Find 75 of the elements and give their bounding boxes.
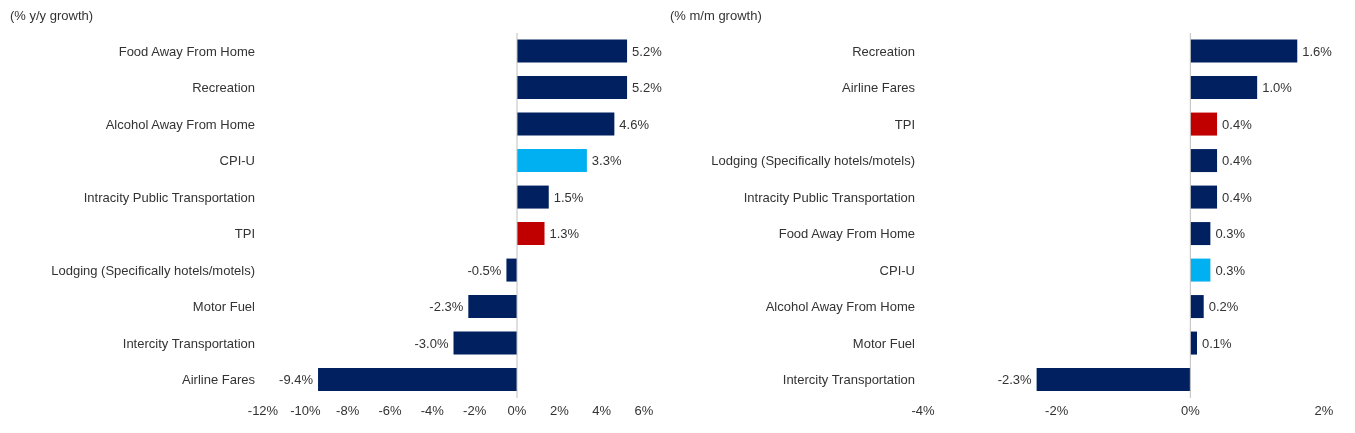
data-label: 4.6% (619, 116, 650, 132)
bar (1190, 76, 1258, 100)
data-label: 1.0% (1262, 80, 1293, 96)
x-tick-label: -2% (1045, 403, 1069, 419)
bar (1036, 368, 1191, 392)
data-label: 0.1% (1202, 335, 1233, 351)
y-tick-label: Intercity Transportation (122, 335, 255, 351)
bar (517, 39, 628, 63)
bar (1190, 258, 1211, 282)
data-label: 0.4% (1222, 153, 1253, 169)
bar (1190, 112, 1218, 136)
x-tick-label: -2% (463, 403, 487, 419)
data-label: 1.6% (1302, 43, 1333, 59)
y-tick-label: Intracity Public Transportation (743, 189, 915, 205)
x-tick-label: -4% (911, 403, 935, 419)
data-label: -3.0% (414, 335, 449, 351)
y-tick-label: Airline Fares (182, 372, 256, 388)
y-tick-label: Lodging (Specifically hotels/motels) (51, 262, 255, 278)
y-tick-label: Motor Fuel (192, 299, 256, 315)
data-label: 0.3% (1215, 226, 1246, 242)
data-label: 1.5% (553, 189, 584, 205)
y-tick-label: Recreation (852, 43, 915, 59)
x-tick-label: 0% (1180, 403, 1201, 419)
text: (% y/y growth) (9, 8, 95, 25)
bar (453, 331, 517, 355)
data-label: 0.4% (1222, 116, 1253, 132)
x-tick-label: -6% (378, 403, 402, 419)
data-label: -0.5% (467, 262, 502, 278)
bar (1190, 185, 1218, 209)
bar (1190, 222, 1211, 246)
data-label: 0.2% (1208, 299, 1239, 315)
y-tick-label: Food Away From Home (778, 226, 915, 242)
x-tick-label: 2% (1314, 403, 1334, 419)
bar (517, 185, 549, 209)
x-tick-label: 0% (507, 403, 527, 419)
x-tick-label: -8% (336, 403, 360, 419)
x-tick-label: -4% (420, 403, 445, 419)
y-tick-label: CPI-U (879, 262, 915, 278)
data-label: -2.3% (429, 299, 464, 315)
data-label: 3.3% (591, 153, 622, 169)
y-tick-label: Intracity Public Transportation (83, 189, 255, 205)
x-tick-label: 2% (549, 403, 570, 419)
data-label: 5.2% (632, 43, 663, 59)
y-tick-label: Lodging (Specifically hotels/motels) (711, 153, 915, 169)
y-tick-label: Recreation (192, 80, 255, 96)
x-tick-label: -12% (247, 403, 279, 419)
y-tick-label: TPI (234, 226, 255, 242)
data-label: 5.2% (632, 80, 663, 96)
bar (517, 149, 587, 173)
x-tick-label: 6% (634, 403, 654, 419)
data-label: -2.3% (997, 372, 1033, 388)
x-tick-label: -10% (290, 403, 321, 419)
x-tick-label: 4% (592, 403, 612, 419)
bar (517, 222, 545, 246)
y-tick-label: Food Away From Home (118, 43, 255, 59)
y-tick-label: TPI (894, 116, 915, 132)
bar (506, 258, 517, 282)
text: (% m/m growth) (669, 8, 763, 25)
bar (517, 76, 628, 100)
y-tick-label: Airline Fares (842, 80, 916, 96)
y-tick-label: Motor Fuel (852, 335, 916, 351)
data-label: 0.3% (1215, 262, 1246, 278)
bar (1190, 149, 1218, 173)
data-label: 1.3% (549, 226, 580, 242)
y-tick-label: Alcohol Away From Home (765, 299, 915, 315)
bar (1190, 295, 1204, 319)
bar (318, 368, 517, 392)
bar (517, 112, 615, 136)
y-tick-label: Alcohol Away From Home (105, 116, 255, 132)
y-tick-label: CPI-U (219, 153, 255, 169)
data-label: -9.4% (279, 372, 314, 388)
bar (468, 295, 517, 319)
data-label: 0.4% (1222, 189, 1253, 205)
y-tick-label: Intercity Transportation (782, 372, 915, 388)
bar (1190, 39, 1298, 63)
